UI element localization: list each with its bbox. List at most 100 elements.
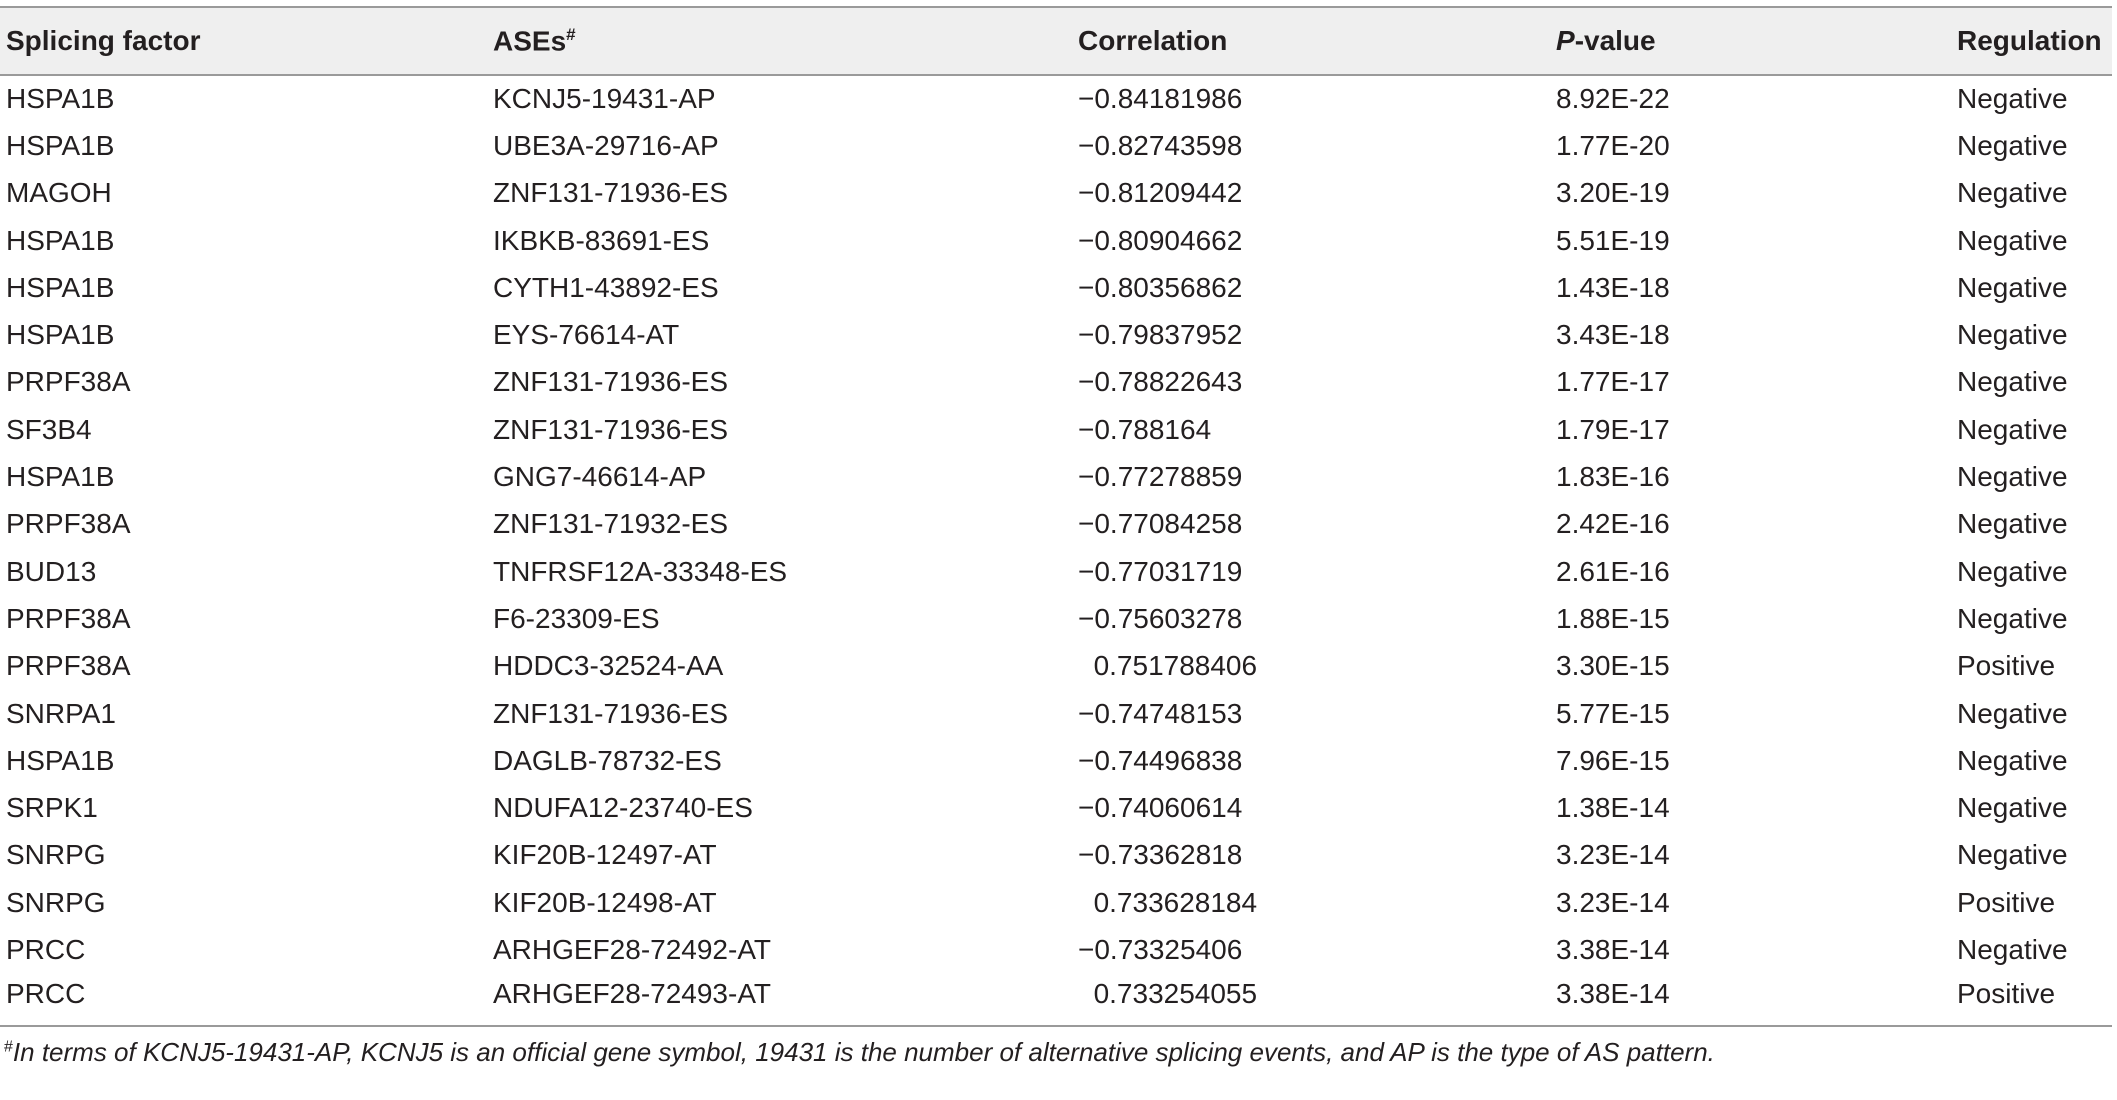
cell-regulation: Negative	[1957, 933, 2068, 965]
table-row: PRCC ARHGEF28-72492-AT −0.73325406 3.38E-14…	[0, 926, 2112, 973]
cell-regulation: Positive	[1957, 650, 2056, 682]
cell-ases: TNFRSF12A-33348-ES	[493, 555, 788, 587]
cell-splicing-factor: MAGOH	[6, 177, 112, 209]
header-splicing-factor: Splicing factor	[6, 25, 201, 56]
cell-splicing-factor: BUD13	[6, 555, 97, 587]
splicing-correlation-table-container: Splicing factor ASEs# Correlation P-valu…	[0, 6, 2117, 1068]
cell-ases: ZNF131-71936-ES	[493, 697, 729, 729]
cell-correlation: −0.73362818	[1078, 839, 1243, 871]
cell-correlation: −0.77278859	[1078, 461, 1243, 493]
cell-regulation: Negative	[1957, 83, 2068, 115]
cell-ases: EYS-76614-AT	[493, 319, 680, 351]
cell-ases: ARHGEF28-72492-AT	[493, 933, 772, 965]
cell-ases: ZNF131-71936-ES	[493, 366, 729, 398]
cell-splicing-factor: PRCC	[6, 978, 86, 1010]
cell-ases: KCNJ5-19431-AP	[493, 83, 716, 115]
table-row: SNRPG KIF20B-12498-AT 0.733628184 3.23E-14…	[0, 879, 2112, 926]
cell-splicing-factor: SRPK1	[6, 792, 98, 824]
footnote-text: In terms of KCNJ5-19431-AP, KCNJ5 is an …	[12, 1036, 1715, 1067]
cell-regulation: Negative	[1957, 697, 2068, 729]
cell-pvalue: 1.88E-15	[1556, 602, 1670, 634]
cell-regulation: Negative	[1957, 366, 2068, 398]
cell-splicing-factor: PRPF38A	[6, 602, 131, 634]
cell-regulation: Negative	[1957, 792, 2068, 824]
cell-regulation: Negative	[1957, 177, 2068, 209]
cell-pvalue: 1.77E-20	[1556, 129, 1670, 161]
table-row: HSPA1B GNG7-46614-AP −0.77278859 1.83E-16 Ne…	[0, 453, 2112, 500]
table-row: SRPK1 NDUFA12-23740-ES −0.74060614 1.38E-14…	[0, 784, 2112, 831]
table-bottom-rule	[0, 1024, 2112, 1027]
header-ases: ASEs#	[493, 24, 576, 57]
cell-splicing-factor: HSPA1B	[6, 461, 115, 493]
cell-pvalue: 1.38E-14	[1556, 792, 1670, 824]
cell-correlation: −0.73325406	[1078, 933, 1243, 965]
table-row: SNRPG KIF20B-12497-AT −0.73362818 3.23E-14 N…	[0, 832, 2112, 879]
cell-correlation: 0.733254055	[1078, 978, 1258, 1010]
cell-regulation: Negative	[1957, 602, 2068, 634]
cell-splicing-factor: SNRPG	[6, 886, 106, 918]
table-body: HSPA1B KCNJ5-19431-AP −0.84181986 8.92E-22 N…	[0, 75, 2112, 1021]
table-row: HSPA1B EYS-76614-AT −0.79837952 3.43E-18 Neg…	[0, 311, 2112, 358]
cell-splicing-factor: HSPA1B	[6, 224, 115, 256]
cell-regulation: Positive	[1957, 978, 2056, 1010]
cell-ases: ZNF131-71932-ES	[493, 508, 729, 540]
cell-regulation: Negative	[1957, 508, 2068, 540]
cell-ases: CYTH1-43892-ES	[493, 271, 719, 303]
cell-splicing-factor: HSPA1B	[6, 319, 115, 351]
cell-ases: ZNF131-71936-ES	[493, 177, 729, 209]
cell-correlation: −0.77084258	[1078, 508, 1243, 540]
cell-pvalue: 5.51E-19	[1556, 224, 1670, 256]
table-row: PRPF38A ZNF131-71932-ES −0.77084258 2.42E-1…	[0, 501, 2112, 548]
cell-correlation: −0.80904662	[1078, 224, 1243, 256]
cell-pvalue: 3.38E-14	[1556, 933, 1670, 965]
table-footnote: #In terms of KCNJ5-19431-AP, KCNJ5 is an…	[4, 1037, 2117, 1068]
cell-splicing-factor: SF3B4	[6, 413, 92, 445]
cell-pvalue: 3.30E-15	[1556, 650, 1670, 682]
cell-pvalue: 1.77E-17	[1556, 366, 1670, 398]
cell-correlation: −0.77031719	[1078, 555, 1243, 587]
table-header: Splicing factor ASEs# Correlation P-valu…	[0, 7, 2112, 75]
cell-splicing-factor: PRCC	[6, 933, 86, 965]
cell-correlation: 0.751788406	[1078, 650, 1258, 682]
cell-pvalue: 2.61E-16	[1556, 555, 1670, 587]
cell-correlation: 0.733628184	[1078, 886, 1258, 918]
table-row: HSPA1B CYTH1-43892-ES −0.80356862 1.43E-18 N…	[0, 264, 2112, 311]
cell-pvalue: 1.43E-18	[1556, 271, 1670, 303]
table-row: HSPA1B UBE3A-29716-AP −0.82743598 1.77E-20 N…	[0, 122, 2112, 169]
table-row: PRPF38A ZNF131-71936-ES −0.78822643 1.77E-1…	[0, 359, 2112, 406]
header-correlation: Correlation	[1078, 25, 1228, 56]
cell-ases: KIF20B-12498-AT	[493, 886, 717, 918]
cell-regulation: Negative	[1957, 744, 2068, 776]
cell-pvalue: 1.83E-16	[1556, 461, 1670, 493]
table-row: SNRPA1 ZNF131-71936-ES −0.74748153 5.77E-15…	[0, 690, 2112, 737]
cell-splicing-factor: HSPA1B	[6, 83, 115, 115]
cell-pvalue: 3.23E-14	[1556, 886, 1670, 918]
cell-splicing-factor: PRPF38A	[6, 508, 131, 540]
cell-pvalue: 1.79E-17	[1556, 413, 1670, 445]
cell-pvalue: 3.43E-18	[1556, 319, 1670, 351]
table-row: BUD13 TNFRSF12A-33348-ES −0.77031719 2.61E-…	[0, 548, 2112, 595]
cell-pvalue: 3.23E-14	[1556, 839, 1670, 871]
table-row: HSPA1B IKBKB-83691-ES −0.80904662 5.51E-19 N…	[0, 217, 2112, 264]
header-row: Splicing factor ASEs# Correlation P-valu…	[0, 7, 2112, 75]
cell-regulation: Negative	[1957, 271, 2068, 303]
cell-splicing-factor: HSPA1B	[6, 744, 115, 776]
cell-ases: KIF20B-12497-AT	[493, 839, 717, 871]
table-row: HSPA1B KCNJ5-19431-AP −0.84181986 8.92E-22 N…	[0, 75, 2112, 122]
table-row: SF3B4 ZNF131-71936-ES −0.788164 1.79E-17 Neg…	[0, 406, 2112, 453]
header-pvalue: P-value	[1556, 25, 1656, 56]
table-row: PRCC ARHGEF28-72493-AT 0.733254055 3.38E-1…	[0, 974, 2112, 1021]
cell-regulation: Negative	[1957, 461, 2068, 493]
table-row: HSPA1B DAGLB-78732-ES −0.74496838 7.96E-15 N…	[0, 737, 2112, 784]
footnote-mark: #	[4, 1038, 13, 1056]
cell-pvalue: 8.92E-22	[1556, 83, 1670, 115]
cell-correlation: −0.788164	[1078, 413, 1212, 445]
cell-correlation: −0.78822643	[1078, 366, 1243, 398]
cell-regulation: Positive	[1957, 886, 2056, 918]
cell-correlation: −0.74060614	[1078, 792, 1243, 824]
cell-ases: UBE3A-29716-AP	[493, 129, 719, 161]
cell-splicing-factor: HSPA1B	[6, 271, 115, 303]
cell-correlation: −0.74748153	[1078, 697, 1243, 729]
cell-pvalue: 3.38E-14	[1556, 978, 1670, 1010]
cell-splicing-factor: SNRPG	[6, 839, 106, 871]
